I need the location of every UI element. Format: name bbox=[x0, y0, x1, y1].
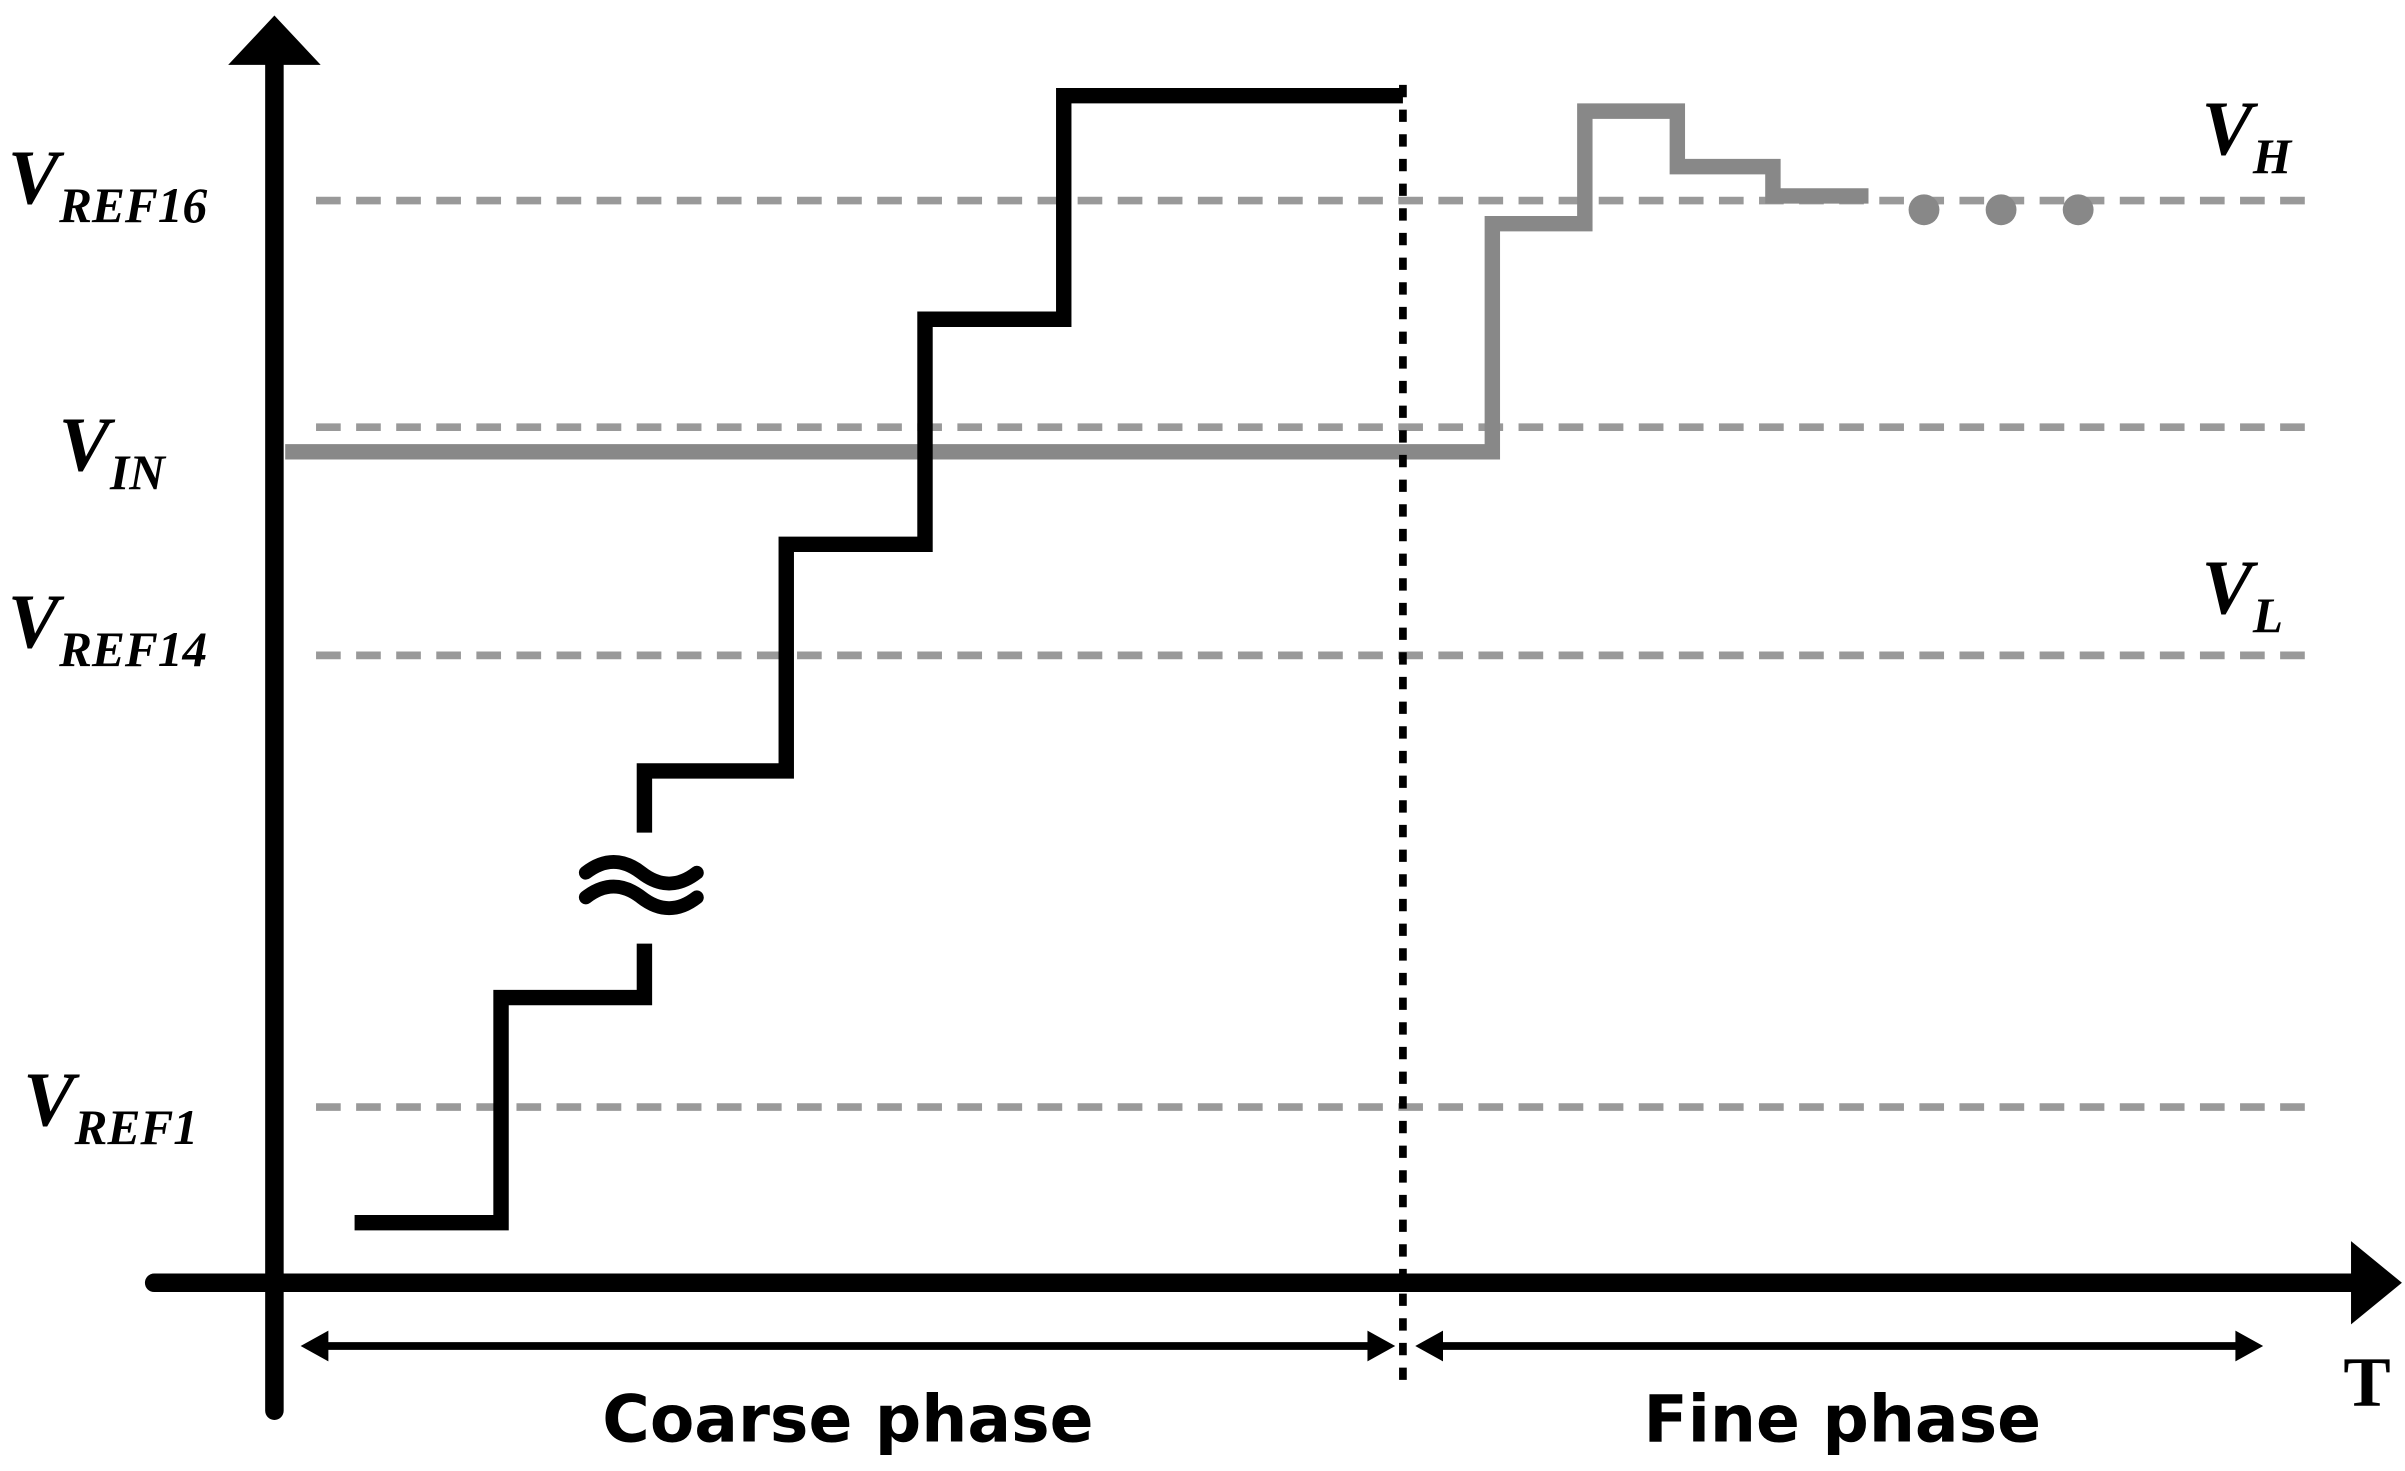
vin-label: VIN bbox=[59, 401, 168, 500]
fine-span bbox=[1415, 1330, 2264, 1362]
ellipsis-dot bbox=[1908, 194, 1940, 226]
vh-label: VH bbox=[2202, 85, 2293, 183]
fine-phase-label: Fine phase bbox=[1644, 1383, 2042, 1458]
x-axis-arrow bbox=[2351, 1241, 2402, 1325]
reference-lines bbox=[316, 196, 2305, 1111]
vref14-label: VREF14 bbox=[8, 579, 207, 678]
coarse-staircase bbox=[636, 88, 1403, 833]
break-symbol bbox=[578, 855, 704, 915]
coarse-staircase bbox=[354, 943, 653, 1231]
y-axis-arrow bbox=[228, 15, 321, 65]
vref16-label: VREF16 bbox=[8, 135, 208, 234]
ellipsis-dot bbox=[2062, 194, 2094, 226]
vref1-label: VREF1 bbox=[23, 1057, 198, 1156]
x-axis-label: T bbox=[2343, 1344, 2390, 1422]
ellipsis-dot bbox=[1985, 194, 2017, 226]
vl-label: VL bbox=[2202, 545, 2284, 644]
fine-signal bbox=[285, 103, 1869, 460]
coarse-span bbox=[300, 1330, 1396, 1362]
coarse-phase-label: Coarse phase bbox=[602, 1383, 1093, 1458]
